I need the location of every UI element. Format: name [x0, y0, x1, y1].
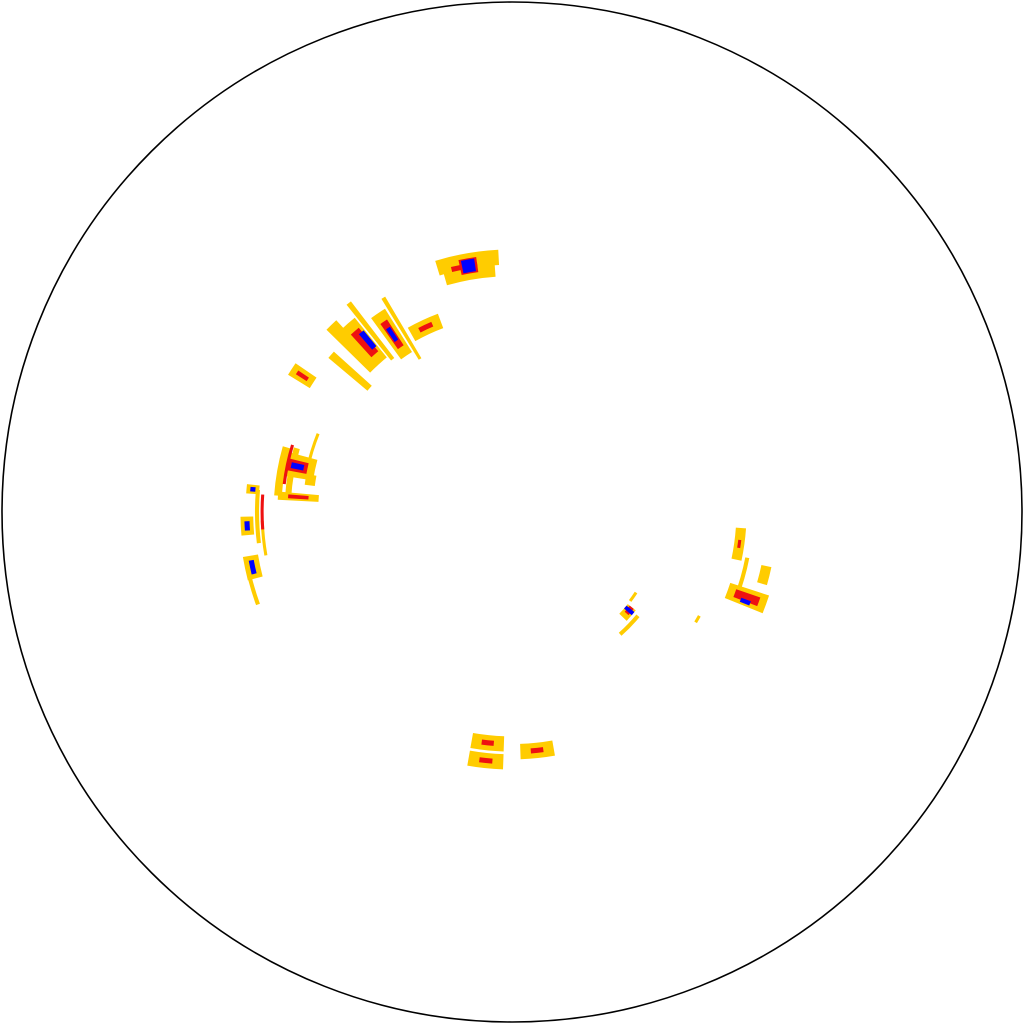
heatmap-cell-low: [443, 263, 496, 286]
heatmap-cell-high: [739, 597, 751, 606]
heatmap-cell-low: [243, 558, 260, 606]
heatmap-cell-high: [358, 330, 377, 350]
heatmap-cell-mid: [350, 327, 379, 358]
heatmap-cell-mid: [530, 747, 544, 754]
heatmap-cell-low: [305, 433, 320, 469]
heatmap-cell-low: [733, 557, 750, 599]
heatmap-cell-low: [757, 565, 772, 586]
heatmap-cell-high: [624, 605, 635, 616]
heatmap-cell-mid: [418, 321, 434, 333]
heatmap-cell-high: [460, 258, 476, 274]
heatmap-cell-low: [254, 489, 261, 544]
heatmap-cell-high: [290, 462, 305, 471]
heatmap-cell-mid: [479, 757, 493, 764]
heatmap-cell-low: [346, 301, 395, 361]
heatmap-cell-low: [328, 351, 372, 391]
heatmap-cell-low: [274, 446, 291, 496]
heatmap-cell-mid: [260, 494, 265, 530]
heatmap-cell-mid: [288, 494, 309, 500]
heatmap-cell-mid: [295, 370, 309, 382]
heatmap-cell-mid: [282, 444, 294, 485]
heatmap-cell-high: [244, 521, 250, 531]
heatmap-cell-low: [694, 615, 701, 624]
heatmap-cells: [240, 249, 772, 770]
heatmap-cell-low: [381, 296, 422, 360]
heatmap-cell-mid: [481, 739, 494, 746]
heatmap-cell-high: [250, 486, 256, 492]
heatmap-cell-low: [618, 614, 640, 636]
heatmap-cell-high: [248, 559, 257, 575]
heatmap-cell-low: [304, 473, 317, 487]
heatmap-cell-low: [326, 320, 378, 373]
heatmap-cell-high: [386, 326, 399, 342]
heatmap-cell-low: [628, 591, 638, 602]
heatmap-cell-mid: [737, 539, 742, 549]
heatmap-cell-mid: [733, 589, 761, 607]
